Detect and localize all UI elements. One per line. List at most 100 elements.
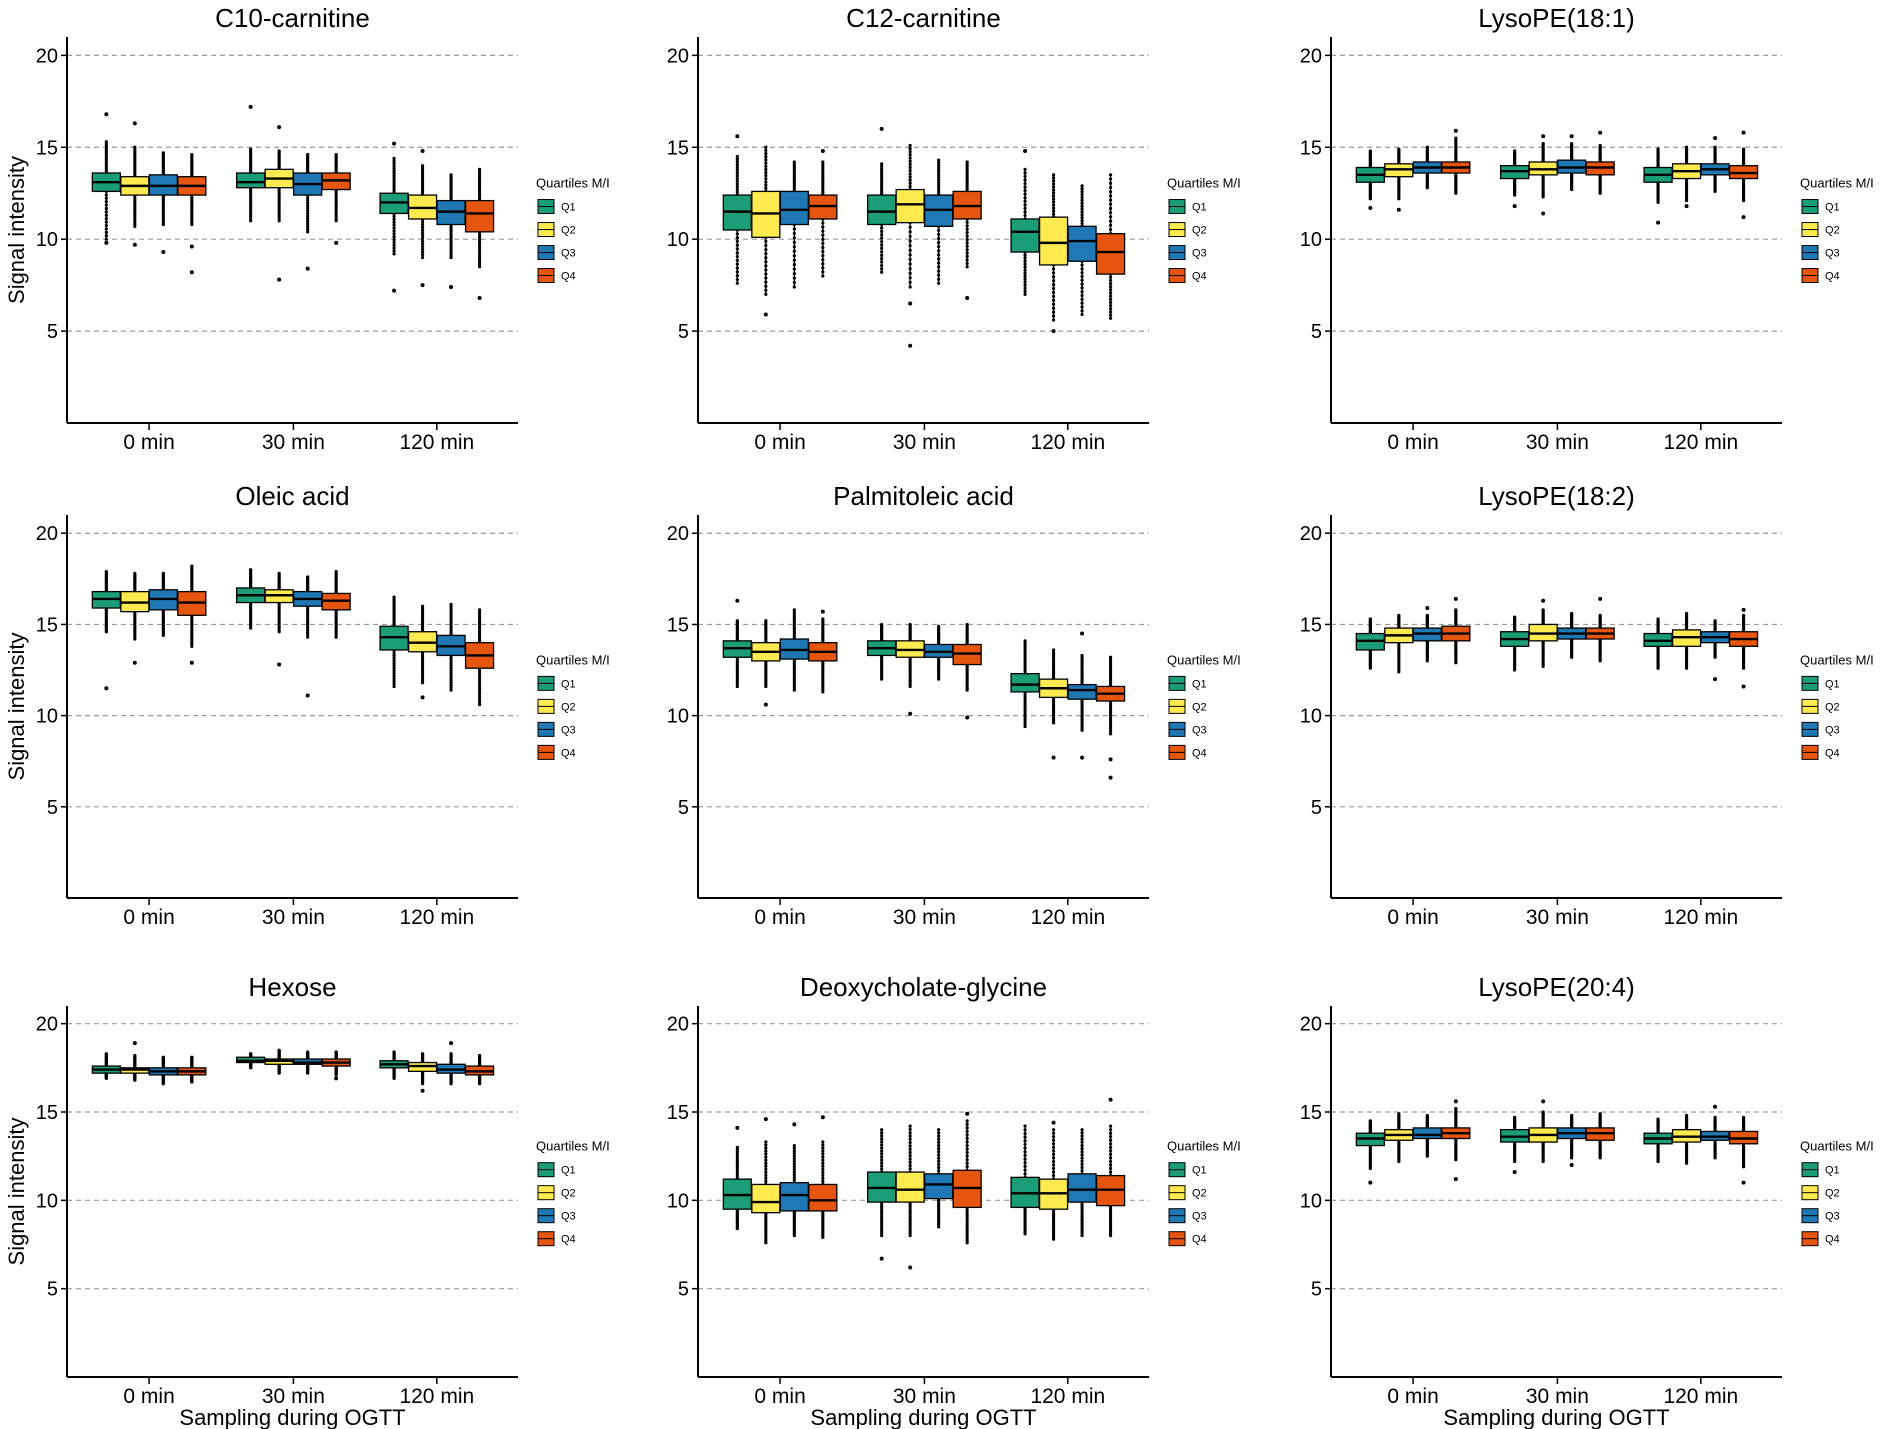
point [392, 656, 396, 660]
box-q1 [1010, 218, 1040, 253]
point [1023, 213, 1027, 218]
point [477, 255, 482, 259]
point [1023, 1172, 1027, 1176]
point [477, 626, 482, 631]
point [392, 658, 396, 662]
x-tick-label: 120 min [1030, 906, 1105, 929]
point [880, 1128, 884, 1132]
point [908, 1231, 912, 1235]
point [735, 1168, 739, 1172]
outlier-point [189, 270, 194, 275]
outlier-point [420, 283, 425, 288]
point [764, 268, 768, 272]
point [133, 200, 137, 204]
point [908, 184, 912, 189]
point [1541, 142, 1545, 146]
point [764, 186, 768, 190]
legend-label: Q3 [1192, 248, 1207, 260]
outlier-point [189, 244, 194, 249]
point [1541, 1110, 1545, 1114]
point [965, 227, 969, 231]
point [880, 1229, 884, 1233]
outlier-point [965, 1111, 970, 1116]
point [1023, 203, 1027, 207]
point [880, 1164, 884, 1168]
point [190, 629, 194, 633]
point [392, 159, 396, 163]
point [104, 630, 108, 634]
point [880, 1202, 884, 1207]
point [1080, 221, 1084, 226]
point [1051, 286, 1056, 291]
point [104, 140, 108, 144]
outlier-point [1425, 606, 1430, 611]
point [1108, 715, 1113, 720]
point [1108, 725, 1113, 729]
point [392, 217, 396, 221]
point [764, 239, 768, 244]
point [1108, 1142, 1113, 1146]
point [937, 178, 941, 182]
box-q1 [236, 172, 266, 189]
point [449, 609, 453, 613]
point [908, 1224, 912, 1228]
point [104, 223, 108, 228]
point [449, 656, 453, 660]
point [1684, 145, 1689, 149]
point [821, 229, 825, 233]
point [937, 1162, 941, 1166]
outlier-point [908, 301, 913, 306]
point [937, 1165, 941, 1170]
point [792, 160, 796, 164]
point [1051, 271, 1056, 275]
point [392, 186, 396, 190]
point [735, 1172, 739, 1177]
point [477, 262, 482, 266]
point [277, 188, 281, 192]
point [1656, 666, 1660, 670]
point [1080, 297, 1084, 301]
point [334, 194, 338, 198]
point [821, 162, 825, 166]
point [965, 1147, 969, 1151]
x-tick-label: 30 min [1526, 1385, 1589, 1408]
box-q3 [1067, 683, 1097, 700]
point [792, 661, 796, 666]
point [477, 247, 482, 251]
point [477, 242, 482, 246]
point [908, 1222, 912, 1226]
point [1108, 1159, 1113, 1164]
point [880, 236, 884, 240]
point [334, 190, 338, 194]
point [735, 179, 739, 183]
point [1108, 181, 1113, 185]
point [1368, 1166, 1372, 1171]
point [1023, 712, 1027, 716]
point [161, 633, 165, 637]
point [392, 674, 396, 678]
point [735, 176, 739, 181]
point [1080, 1162, 1084, 1166]
point [908, 276, 912, 280]
point [965, 1158, 969, 1162]
point [190, 1055, 194, 1059]
point [1108, 291, 1113, 295]
y-tick-label: 5 [47, 1279, 58, 1301]
point [133, 209, 137, 213]
point [1713, 1156, 1717, 1160]
y-tick-label: 10 [667, 706, 689, 728]
point [880, 1155, 884, 1159]
y-tick-label: 10 [36, 229, 58, 251]
point [133, 202, 137, 206]
point [821, 685, 825, 690]
point [133, 215, 137, 219]
point [937, 245, 941, 249]
point [1108, 223, 1113, 227]
point [1425, 613, 1429, 617]
point [420, 656, 425, 661]
point [1656, 147, 1660, 151]
point [104, 220, 108, 224]
point [764, 161, 768, 165]
outlier-point [392, 288, 397, 293]
point [1368, 666, 1372, 670]
